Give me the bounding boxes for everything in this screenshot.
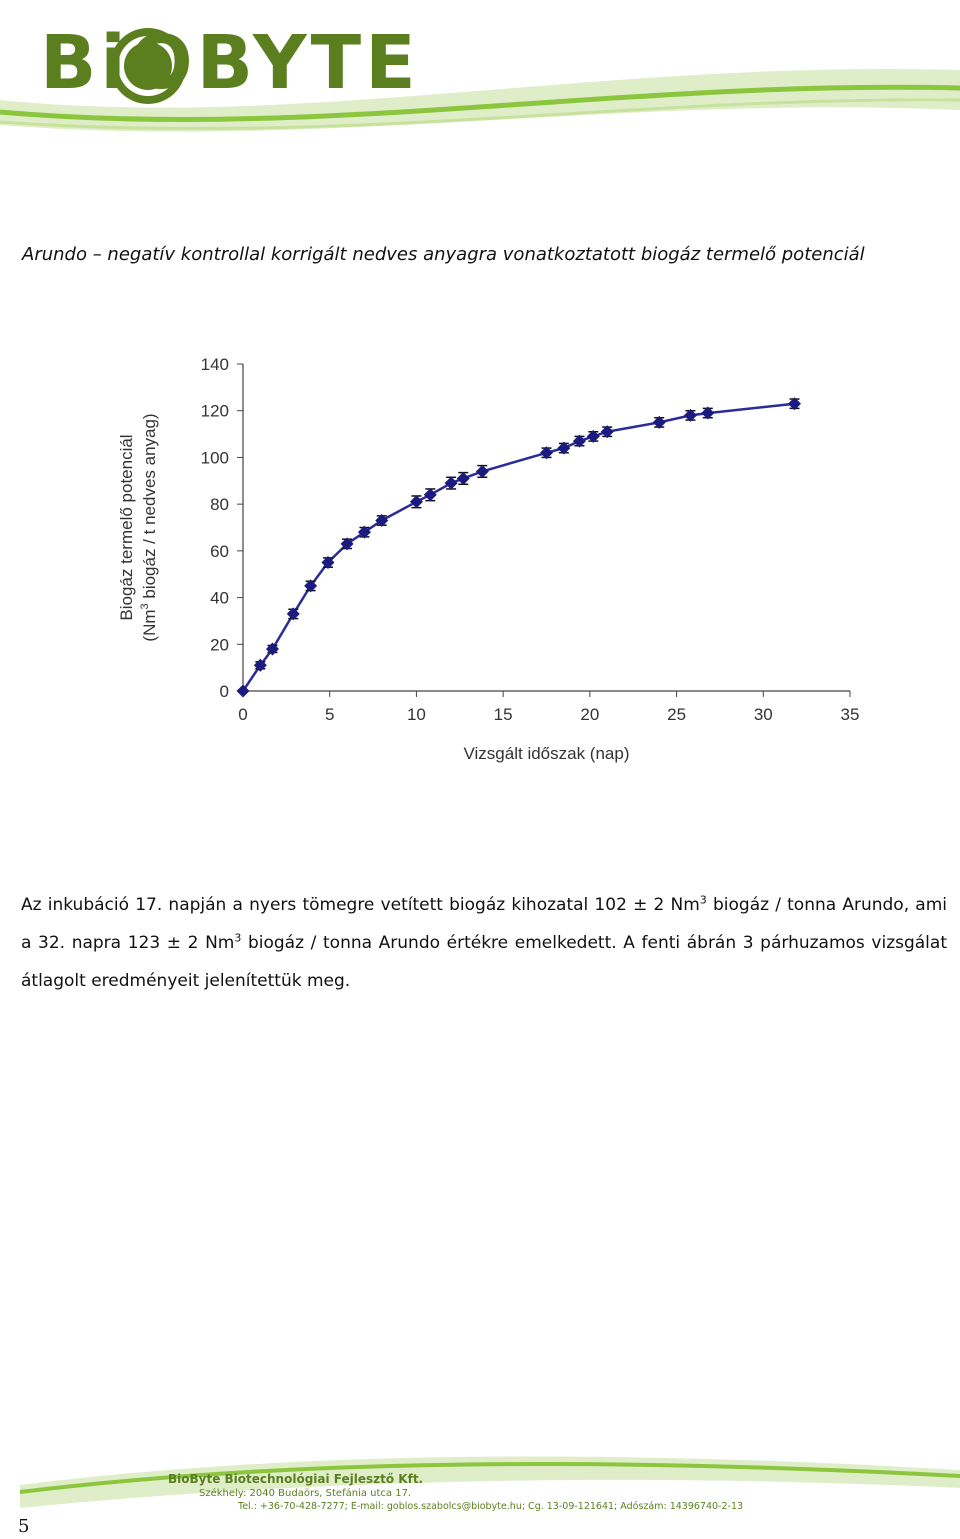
body-paragraph: Az inkubáció 17. napján a nyers tömegre … (21, 886, 947, 1000)
x-tick-label: 20 (580, 705, 599, 724)
footer-swoosh (19, 1456, 960, 1508)
y-tick-label: 100 (201, 448, 229, 467)
chart-axes (242, 364, 850, 692)
data-point (683, 408, 697, 422)
y-axis-label-post: biogáz / t nedves anyag) (140, 413, 159, 603)
y-tick-label: 60 (210, 542, 229, 561)
biogas-chart: 0 20 40 60 80 100 120 140 0 5 10 15 20 25 30 35 Vizsgál… (117, 355, 860, 763)
data-point (444, 476, 458, 490)
footer-company: BioByte Biotechnológiai Fejlesztő Kft. (168, 1472, 424, 1486)
body-part1: Az inkubáció 17. napján a nyers tömegre … (21, 895, 700, 915)
y-axis-label-line1: Biogáz termelő potenciál (117, 434, 136, 620)
x-tick-label: 0 (238, 705, 247, 724)
x-tick-label: 5 (325, 705, 334, 724)
data-point (475, 464, 489, 478)
y-tick-label: 140 (201, 355, 229, 374)
body-part2: biogáz / tonna Arundo, ami a 32. napra 1… (21, 895, 948, 953)
x-tick-label: 15 (494, 705, 513, 724)
x-tick-label: 35 (841, 705, 860, 724)
data-point (652, 415, 666, 429)
y-axis-label-sup: 3 (139, 603, 151, 609)
x-tick-label: 10 (407, 705, 426, 724)
x-tick-label: 30 (754, 705, 773, 724)
x-tick-label: 25 (667, 705, 686, 724)
data-point (236, 684, 250, 698)
body-part3: biogáz / tonna Arundo értékre emelkedett… (21, 933, 947, 991)
data-point (557, 441, 571, 455)
data-point (586, 429, 600, 443)
company-logo: BiOBYTE (40, 20, 420, 106)
footer-contact: Tel.: +36-70-428-7277; E-mail: goblos.sz… (238, 1501, 744, 1512)
data-point (265, 642, 279, 656)
trend-line (241, 402, 795, 692)
data-point (375, 513, 389, 527)
data-point (788, 397, 802, 411)
data-point (456, 471, 470, 485)
footer-address: Székhely: 2040 Budaörs, Stefánia utca 17… (199, 1488, 412, 1499)
data-point (304, 579, 318, 593)
caption-italic-part: Arundo (22, 244, 87, 265)
data-point (540, 446, 553, 460)
chart-ticks: 0 20 40 60 80 100 120 140 0 5 10 15 20 25 30 35 (201, 355, 860, 724)
data-point (409, 495, 423, 509)
caption-text: – negatív kontrollal korrigált nedves an… (92, 244, 865, 265)
header-swoosh (0, 28, 960, 132)
y-tick-label: 20 (210, 635, 229, 654)
data-point (321, 556, 335, 570)
figure-caption: Arundo – negatív kontrollal korrigált ne… (22, 244, 942, 265)
data-points (236, 397, 802, 698)
data-point (423, 488, 437, 502)
data-point (572, 434, 586, 448)
page-number: 5 (18, 1516, 30, 1537)
y-axis-label-pre: (Nm (140, 609, 159, 641)
data-point (357, 525, 371, 539)
data-point (340, 537, 354, 551)
y-tick-label: 0 (220, 682, 229, 701)
body-sup2: 3 (234, 931, 242, 945)
y-axis-label-line2: (Nm3 biogáz / t nedves anyag) (139, 413, 159, 641)
y-tick-label: 120 (201, 402, 229, 421)
data-point (701, 406, 715, 420)
y-tick-label: 40 (210, 589, 229, 608)
data-point (286, 607, 300, 621)
body-sup1: 3 (699, 893, 707, 907)
x-axis-label: Vizsgált időszak (nap) (464, 744, 630, 763)
y-tick-label: 80 (210, 495, 229, 514)
data-point (253, 658, 267, 672)
data-point (600, 425, 614, 439)
